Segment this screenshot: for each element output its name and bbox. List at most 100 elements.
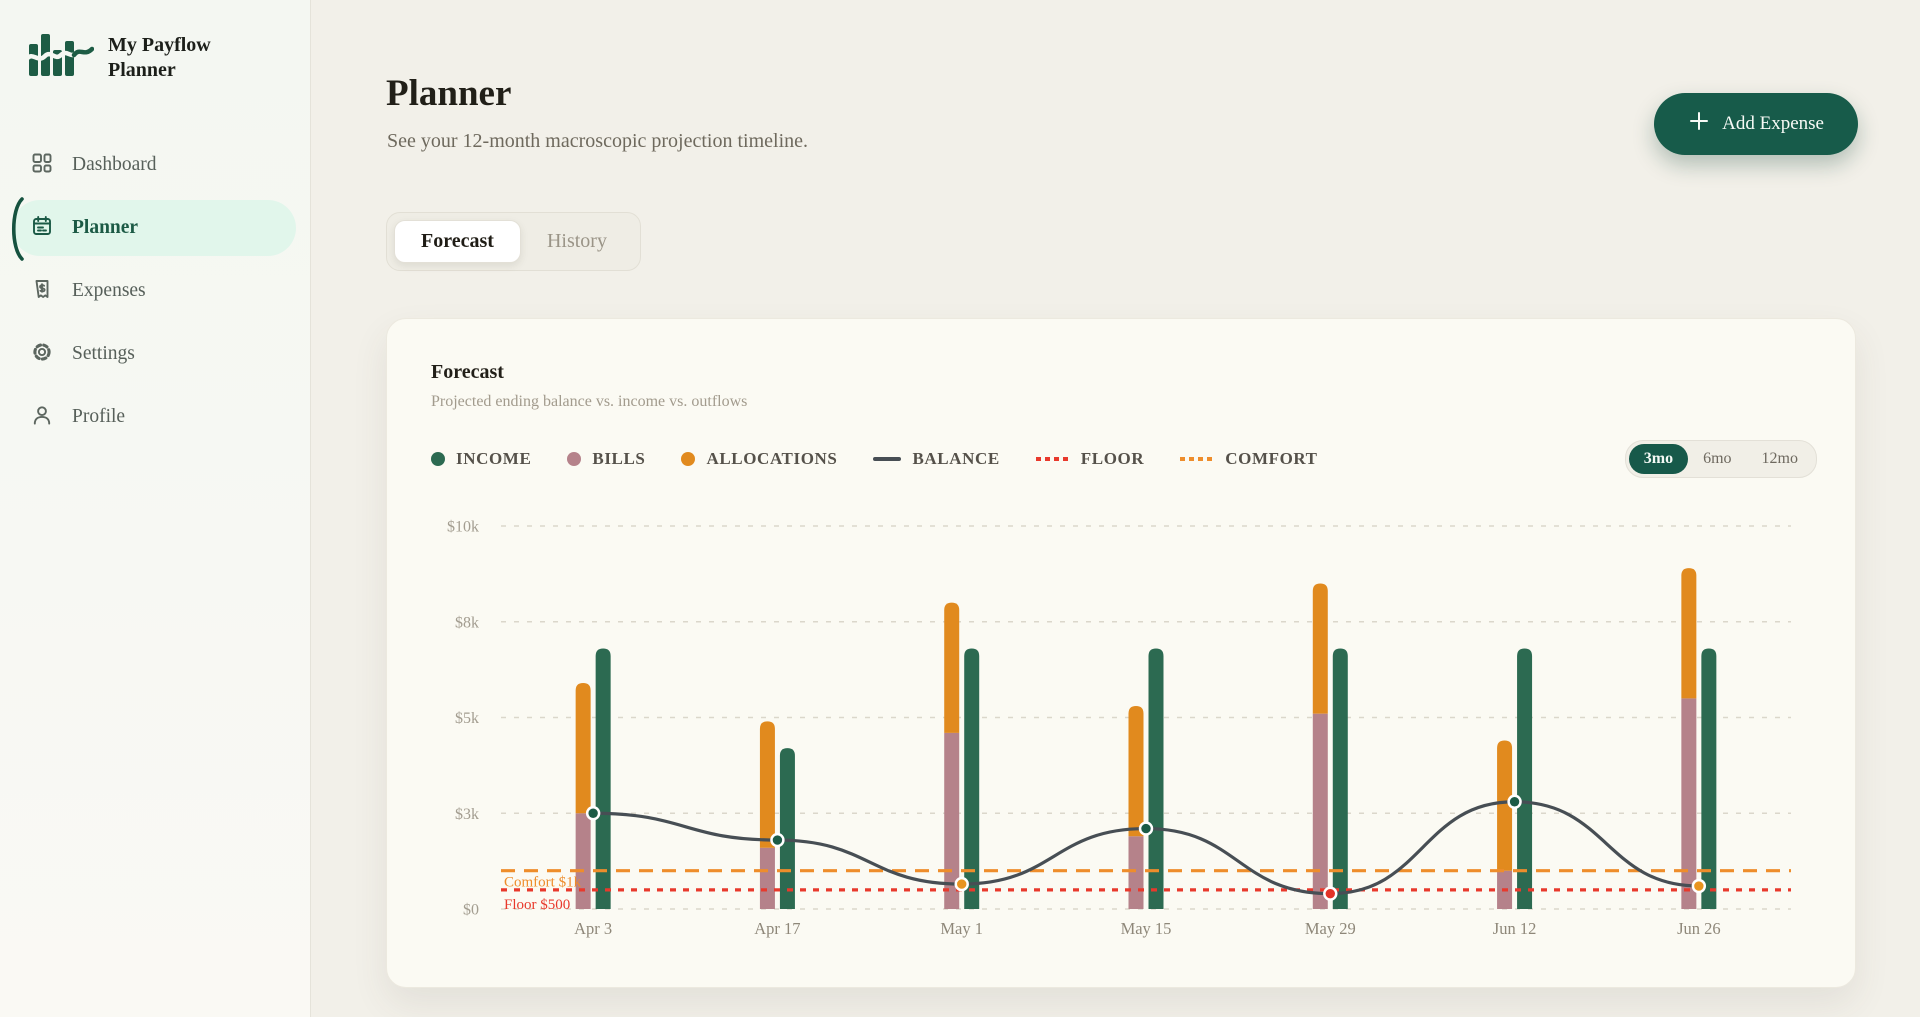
y-axis-tick-label: $10k xyxy=(447,519,479,536)
x-axis-tick-label: Apr 3 xyxy=(574,919,612,938)
app-title: My Payflow Planner xyxy=(108,33,211,81)
legend-item-balance[interactable]: BALANCE xyxy=(873,449,999,469)
chart-legend: INCOME BILLS ALLOCATIONS BALANCE FLOOR xyxy=(431,449,1318,469)
allocations-bar xyxy=(1497,740,1513,871)
dashboard-grid-icon xyxy=(30,151,54,180)
allocations-bar xyxy=(944,602,960,733)
comfort-line-label: Comfort $1k xyxy=(504,875,582,891)
plus-icon xyxy=(1688,110,1710,138)
floor-line-label: Floor $500 xyxy=(504,897,570,913)
sidebar-item-settings[interactable]: Settings xyxy=(12,326,296,382)
y-axis-tick-label: $8k xyxy=(455,614,479,631)
legend-item-allocations[interactable]: ALLOCATIONS xyxy=(681,449,837,469)
card-title: Forecast xyxy=(431,361,504,383)
range-option-3mo[interactable]: 3mo xyxy=(1628,444,1689,474)
allocations-dot-marker xyxy=(681,452,696,466)
range-option-6mo[interactable]: 6mo xyxy=(1703,450,1732,467)
payflow-logo-icon xyxy=(23,30,95,85)
balance-line-marker xyxy=(873,457,902,461)
x-axis-tick-label: May 1 xyxy=(940,919,983,938)
main-content: Planner See your 12-month macroscopic pr… xyxy=(311,0,1920,1017)
balance-point[interactable] xyxy=(1509,797,1520,807)
balance-point[interactable] xyxy=(957,879,967,889)
calendar-icon xyxy=(30,214,54,243)
bills-bar xyxy=(944,732,960,909)
add-expense-label: Add Expense xyxy=(1722,113,1824,134)
page-subtitle: See your 12-month macroscopic projection… xyxy=(387,130,808,152)
income-bar xyxy=(1148,648,1164,909)
legend-item-comfort[interactable]: COMFORT xyxy=(1180,449,1317,469)
legend-label: INCOME xyxy=(456,449,532,468)
allocations-bar xyxy=(1681,568,1697,699)
sidebar-item-expenses[interactable]: Expenses xyxy=(12,263,296,319)
sidebar-item-profile[interactable]: Profile xyxy=(12,389,296,445)
tab-history[interactable]: History xyxy=(546,230,607,252)
income-bar xyxy=(964,648,980,909)
card-subtitle: Projected ending balance vs. income vs. … xyxy=(431,393,748,410)
sidebar-item-dashboard[interactable]: Dashboard xyxy=(12,137,296,193)
sidebar: My Payflow Planner Dashboard xyxy=(0,0,311,1017)
person-icon xyxy=(30,403,54,432)
receipt-dollar-icon xyxy=(30,277,54,306)
balance-line xyxy=(593,800,1699,896)
allocations-bar xyxy=(1312,583,1328,714)
balance-point[interactable] xyxy=(1694,881,1704,891)
range-option-12mo[interactable]: 12mo xyxy=(1761,450,1798,467)
y-axis-tick-label: $0 xyxy=(463,902,479,919)
x-axis-tick-label: Apr 17 xyxy=(754,919,800,938)
tab-forecast[interactable]: Forecast xyxy=(394,220,521,263)
legend-item-income[interactable]: INCOME xyxy=(431,449,531,469)
view-tabs: Forecast History xyxy=(386,212,641,271)
bills-dot-marker xyxy=(567,452,582,466)
sidebar-item-planner[interactable]: Planner xyxy=(12,197,296,261)
y-axis-tick-label: $5k xyxy=(455,710,479,727)
y-axis-tick-label: $3k xyxy=(455,806,479,823)
sidebar-item-label: Dashboard xyxy=(72,154,157,175)
legend-item-bills[interactable]: BILLS xyxy=(567,449,645,469)
floor-dashed-marker xyxy=(1035,457,1070,461)
x-axis-tick-label: Jun 12 xyxy=(1493,919,1537,938)
forecast-chart: $0 $3k $5k $8k $10k Comfort $1k Floor $500 Apr … xyxy=(426,516,1816,976)
balance-point[interactable] xyxy=(772,835,783,845)
comfort-dashed-marker xyxy=(1180,457,1215,461)
legend-label: ALLOCATIONS xyxy=(706,449,838,468)
allocations-bar xyxy=(759,721,775,848)
active-item-arc xyxy=(12,197,24,261)
sidebar-item-label: Profile xyxy=(72,406,126,427)
income-bar xyxy=(1517,648,1533,909)
balance-point[interactable] xyxy=(1141,823,1151,834)
sidebar-nav: Dashboard Planner xyxy=(0,137,310,445)
legend-label: COMFORT xyxy=(1225,449,1318,468)
add-expense-button[interactable]: Add Expense xyxy=(1654,93,1858,155)
bills-bar xyxy=(1681,698,1697,909)
legend-label: BALANCE xyxy=(912,449,1000,468)
sidebar-item-label: Expenses xyxy=(72,280,146,301)
income-dot-marker xyxy=(431,452,445,466)
balance-point[interactable] xyxy=(588,808,598,818)
legend-label: FLOOR xyxy=(1080,449,1145,468)
x-axis-tick-label: Jun 26 xyxy=(1677,919,1721,938)
legend-label: BILLS xyxy=(592,449,646,468)
sidebar-item-label: Settings xyxy=(72,343,135,364)
bills-bar xyxy=(1312,713,1328,909)
allocations-bar xyxy=(575,683,591,814)
balance-point[interactable] xyxy=(1325,888,1335,899)
bills-bar xyxy=(575,813,591,909)
legend-item-floor[interactable]: FLOOR xyxy=(1035,449,1145,469)
app-logo: My Payflow Planner xyxy=(0,0,310,85)
bills-bar xyxy=(759,847,775,909)
bills-bar xyxy=(1128,836,1144,909)
income-bar xyxy=(595,648,611,909)
forecast-card: Forecast Projected ending balance vs. in… xyxy=(386,318,1856,988)
income-bar xyxy=(1332,648,1348,909)
income-bar xyxy=(779,748,795,909)
gear-icon xyxy=(30,340,54,369)
x-axis-tick-label: May 29 xyxy=(1305,919,1356,938)
allocations-bar xyxy=(1128,706,1144,837)
page-title: Planner xyxy=(386,73,512,114)
range-toggle: 3mo 6mo 12mo xyxy=(1624,440,1817,478)
x-axis-tick-label: May 15 xyxy=(1121,919,1172,938)
sidebar-item-label: Planner xyxy=(72,217,139,238)
